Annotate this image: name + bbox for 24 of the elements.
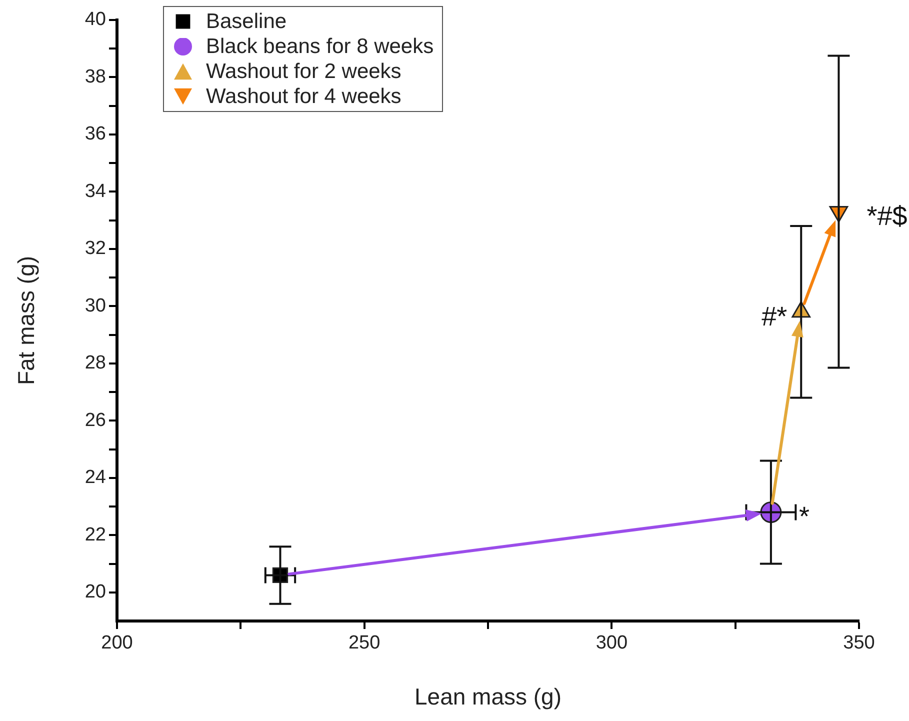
y-tick-label: 22 [84, 524, 106, 546]
x-tick-label: 350 [843, 632, 875, 654]
legend-label: Black beans for 8 weeks [206, 34, 434, 58]
annotation: #* [762, 301, 788, 332]
y-tick-label: 40 [84, 9, 106, 30]
y-tick-label: 32 [84, 238, 106, 260]
y-tick-label: 26 [84, 410, 106, 431]
legend-label: Baseline [206, 10, 287, 34]
y-tick-label: 24 [84, 467, 106, 488]
y-tick-label: 28 [84, 352, 106, 374]
y-tick-label: 38 [84, 66, 106, 88]
y-tick-label: 30 [84, 295, 106, 316]
y-tick-label: 20 [84, 582, 106, 603]
legend-label: Washout for 2 weeks [206, 60, 402, 84]
y-axis-title: Fat mass (g) [13, 256, 40, 386]
annotation: *#$ [866, 201, 908, 232]
x-tick-label: 200 [101, 632, 133, 654]
y-tick-label: 34 [84, 180, 106, 202]
x-tick-label: 250 [348, 632, 380, 654]
annotation: * [798, 502, 810, 532]
legend-label: Washout for 4 weeks [206, 84, 402, 108]
x-axis-title: Lean mass (g) [414, 684, 562, 710]
x-tick-label: 300 [596, 632, 628, 654]
y-tick-label: 36 [84, 124, 106, 145]
